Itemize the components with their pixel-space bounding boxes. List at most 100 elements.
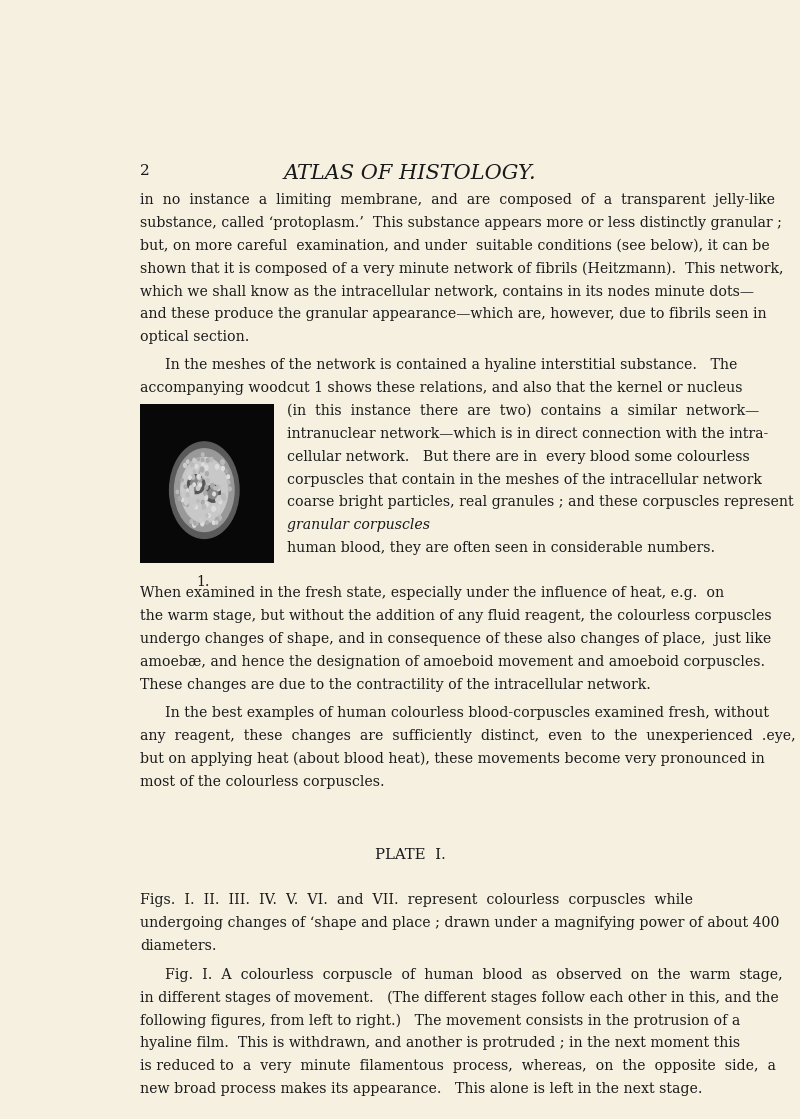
Circle shape <box>208 514 210 517</box>
Text: in different stages of movement.   (The different stages follow each other in th: in different stages of movement. (The di… <box>140 990 779 1005</box>
Circle shape <box>206 515 208 517</box>
Text: and these produce the granular appearance—which are, however, due to fibrils see: and these produce the granular appearanc… <box>140 307 767 321</box>
Text: coarse bright particles, real granules ; and these corpuscles represent: coarse bright particles, real granules ;… <box>287 496 794 509</box>
Circle shape <box>187 491 190 497</box>
Circle shape <box>206 502 208 506</box>
Circle shape <box>222 493 225 499</box>
Circle shape <box>184 485 186 488</box>
Circle shape <box>202 453 204 457</box>
Circle shape <box>204 501 206 505</box>
Circle shape <box>218 496 221 501</box>
Ellipse shape <box>190 478 202 490</box>
Text: accompanying woodcut 1 shows these relations, and also that the kernel or nucleu: accompanying woodcut 1 shows these relat… <box>140 382 742 395</box>
Text: Figs.  I.  II.  III.  IV.  V.  VI.  and  VII.  represent  colourless  corpuscles: Figs. I. II. III. IV. V. VI. and VII. re… <box>140 893 694 908</box>
Text: but on applying heat (about blood heat), these movements become very pronounced : but on applying heat (about blood heat),… <box>140 752 765 767</box>
Circle shape <box>183 463 186 468</box>
Ellipse shape <box>208 488 218 499</box>
Circle shape <box>206 495 208 498</box>
Circle shape <box>219 496 222 500</box>
Circle shape <box>218 488 219 490</box>
Text: 2: 2 <box>140 164 150 178</box>
Circle shape <box>181 479 183 481</box>
Circle shape <box>190 491 194 497</box>
Circle shape <box>202 474 206 479</box>
Circle shape <box>217 485 219 489</box>
Text: In the best examples of human colourless blood-corpuscles examined fresh, withou: In the best examples of human colourless… <box>165 706 769 721</box>
Circle shape <box>206 479 210 483</box>
Text: intranuclear network—which is in direct connection with the intra-: intranuclear network—which is in direct … <box>287 427 769 441</box>
Circle shape <box>210 483 214 488</box>
Circle shape <box>226 474 230 479</box>
Text: undergo changes of shape, and in consequence of these also changes of place,  ju: undergo changes of shape, and in consequ… <box>140 632 771 646</box>
Circle shape <box>201 521 204 526</box>
Text: new broad process makes its appearance.   This alone is left in the next stage.: new broad process makes its appearance. … <box>140 1082 702 1096</box>
Circle shape <box>213 492 215 496</box>
Circle shape <box>198 458 199 461</box>
Circle shape <box>178 497 181 500</box>
Circle shape <box>194 521 196 525</box>
Circle shape <box>198 474 200 478</box>
Circle shape <box>214 487 216 490</box>
Bar <box>140 404 274 564</box>
Circle shape <box>190 487 193 491</box>
Text: undergoing changes of ʻshape and place ; drawn under a magnifying power of about: undergoing changes of ʻshape and place ;… <box>140 916 780 930</box>
Circle shape <box>199 481 201 485</box>
Circle shape <box>202 458 204 461</box>
Text: optical section.: optical section. <box>140 330 250 344</box>
Circle shape <box>194 504 196 507</box>
Circle shape <box>193 459 196 462</box>
Text: (in  this  instance  there  are  two)  contains  a  similar  network—: (in this instance there are two) contain… <box>287 404 759 419</box>
Circle shape <box>189 470 192 476</box>
Text: granular corpuscles: granular corpuscles <box>287 518 430 533</box>
Circle shape <box>186 492 190 497</box>
Text: any  reagent,  these  changes  are  sufficiently  distinct,  even  to  the  unex: any reagent, these changes are sufficien… <box>140 728 796 743</box>
Circle shape <box>181 458 228 523</box>
Circle shape <box>194 471 195 473</box>
Circle shape <box>193 524 196 527</box>
Text: In the meshes of the network is contained a hyaline interstitial substance.   Th: In the meshes of the network is containe… <box>165 358 738 373</box>
Circle shape <box>202 500 204 505</box>
Ellipse shape <box>187 474 205 493</box>
Circle shape <box>198 482 200 486</box>
Circle shape <box>206 472 208 476</box>
Text: hyaline film.  This is withdrawn, and another is protruded ; in the next moment : hyaline film. This is withdrawn, and ano… <box>140 1036 741 1050</box>
Circle shape <box>226 470 228 473</box>
Circle shape <box>189 477 190 480</box>
Text: 1.: 1. <box>196 575 210 589</box>
Text: diameters.: diameters. <box>140 939 217 953</box>
Text: the warm stage, but without the addition of any fluid reagent, the colourless co: the warm stage, but without the addition… <box>140 609 772 623</box>
Circle shape <box>191 474 194 479</box>
Circle shape <box>184 499 188 505</box>
Circle shape <box>182 498 184 501</box>
Circle shape <box>229 487 231 491</box>
Circle shape <box>222 467 225 470</box>
Circle shape <box>199 471 202 476</box>
Circle shape <box>198 483 202 487</box>
Circle shape <box>189 476 191 479</box>
Circle shape <box>215 517 218 523</box>
Circle shape <box>186 460 189 463</box>
Text: When examined in the fresh state, especially under the influence of heat, e.g.  : When examined in the fresh state, especi… <box>140 586 725 600</box>
Text: shown that it is composed of a very minute network of fibrils (Heitzmann).  This: shown that it is composed of a very minu… <box>140 262 784 275</box>
Circle shape <box>227 481 230 483</box>
Circle shape <box>187 472 190 474</box>
Circle shape <box>202 505 206 509</box>
Circle shape <box>199 478 202 482</box>
Circle shape <box>194 506 198 509</box>
Text: PLATE  I.: PLATE I. <box>374 848 446 862</box>
Text: substance, called ‘protoplasm.’  This substance appears more or less distinctly : substance, called ‘protoplasm.’ This sub… <box>140 216 782 229</box>
Text: is reduced to  a  very  minute  filamentous  process,  whereas,  on  the  opposi: is reduced to a very minute filamentous … <box>140 1059 776 1073</box>
Circle shape <box>206 521 208 525</box>
Circle shape <box>202 463 204 466</box>
Circle shape <box>204 491 207 496</box>
Circle shape <box>200 467 204 472</box>
Circle shape <box>170 442 239 538</box>
Circle shape <box>205 496 208 499</box>
Circle shape <box>187 489 190 492</box>
Circle shape <box>219 500 222 504</box>
Circle shape <box>221 460 224 464</box>
Text: ATLAS OF HISTOLOGY.: ATLAS OF HISTOLOGY. <box>284 164 536 184</box>
Circle shape <box>212 506 215 511</box>
Circle shape <box>215 521 218 524</box>
Text: These changes are due to the contractility of the intracellular network.: These changes are due to the contractili… <box>140 678 651 692</box>
